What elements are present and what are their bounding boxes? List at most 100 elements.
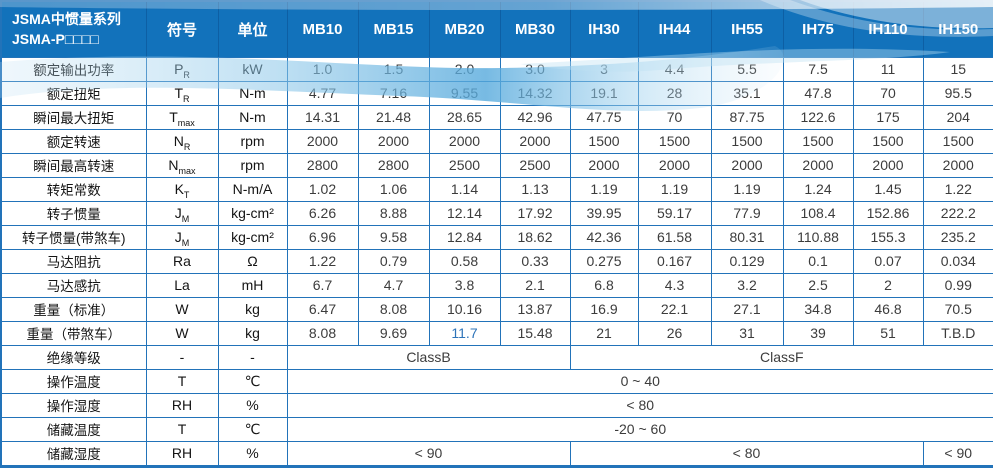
value-cell: 3.8 bbox=[428, 272, 501, 298]
value-cell: 2.5 bbox=[782, 272, 854, 298]
row-label: 转矩常数 bbox=[0, 176, 147, 202]
value-cell: 2.0 bbox=[428, 56, 501, 82]
table-row: 马达感抗 La mH 6.7 4.7 3.8 2.1 6.8 4.3 3.2 2.5 2 0.99 bbox=[0, 272, 993, 298]
value-cell: 4.4 bbox=[637, 56, 712, 82]
value-cell: 175 bbox=[852, 104, 924, 130]
row-label: 重量（带煞车） bbox=[0, 320, 147, 346]
value-cell: 35.1 bbox=[710, 80, 784, 106]
value-cell: 27.1 bbox=[710, 296, 784, 322]
value-cell: 6.96 bbox=[286, 224, 359, 250]
symbol-subscript: R bbox=[183, 93, 190, 104]
value-cell: 51 bbox=[852, 320, 924, 346]
spec-table-body: 额定输出功率 PR kW 1.0 1.5 2.0 3.0 3 4.4 5.5 7.5 11 15 额定扭矩… bbox=[0, 56, 993, 468]
value-cell: 2000 bbox=[357, 128, 430, 154]
row-label: 储藏温度 bbox=[0, 416, 147, 442]
row-unit: mH bbox=[217, 272, 288, 298]
table-row: 储藏湿度 RH% < 90 < 80 < 90 bbox=[0, 440, 993, 468]
spanned-value-cell: < 90 bbox=[922, 440, 993, 468]
symbol-column-header: 符号 bbox=[145, 0, 219, 58]
row-unit: - bbox=[217, 344, 288, 370]
symbol-subscript: T bbox=[183, 189, 190, 200]
spanned-value-cell: -20 ~ 60 bbox=[286, 416, 993, 442]
value-cell: 14.32 bbox=[499, 80, 571, 106]
value-cell: 0.33 bbox=[499, 248, 571, 274]
row-label: 储藏湿度 bbox=[0, 440, 147, 468]
symbol-base: - bbox=[179, 349, 185, 366]
value-cell: 4.3 bbox=[637, 272, 712, 298]
row-symbol: La bbox=[145, 272, 219, 298]
row-unit: rpm bbox=[217, 152, 288, 178]
series-title-line1: JSMA中惯量系列 bbox=[12, 10, 121, 27]
model-column-header: IH44 bbox=[637, 0, 712, 58]
value-cell: 0.1 bbox=[782, 248, 854, 274]
value-cell: 2800 bbox=[357, 152, 430, 178]
value-cell: 2000 bbox=[637, 152, 712, 178]
value-cell: 70 bbox=[852, 80, 924, 106]
series-title-line2: JSMA-P□□□□ bbox=[12, 31, 99, 48]
value-cell: 70 bbox=[637, 104, 712, 130]
value-cell: 12.14 bbox=[428, 200, 501, 226]
row-unit: kW bbox=[217, 56, 288, 82]
table-row: 储藏温度 T ℃ -20 ~ 60 bbox=[0, 416, 993, 442]
row-unit: ℃ bbox=[217, 416, 288, 442]
value-cell: 1.06 bbox=[357, 176, 430, 202]
table-row: 转矩常数 KT N-m/A 1.02 1.06 1.14 1.13 1.19 1.19 1.19 1… bbox=[0, 176, 993, 202]
value-cell: 1.19 bbox=[710, 176, 784, 202]
row-symbol: Tmax bbox=[145, 104, 219, 130]
spanned-value-cell: < 80 bbox=[569, 440, 924, 468]
symbol-base: N bbox=[173, 133, 184, 150]
value-cell: 1500 bbox=[852, 128, 924, 154]
row-symbol: W bbox=[145, 320, 219, 346]
value-cell: 2000 bbox=[782, 152, 854, 178]
table-row: 转子惯量 JM kg-cm² 6.26 8.88 12.14 17.92 39.95 59.17… bbox=[0, 200, 993, 226]
spanned-value-cell: ClassB bbox=[286, 344, 571, 370]
model-column-header: IH55 bbox=[710, 0, 784, 58]
value-cell: 0.034 bbox=[922, 248, 993, 274]
value-cell: 21.48 bbox=[357, 104, 430, 130]
row-label: 额定转速 bbox=[0, 128, 147, 154]
value-cell: 5.5 bbox=[710, 56, 784, 82]
row-unit: kg bbox=[217, 320, 288, 346]
table-row: 马达阻抗 Ra Ω 1.22 0.79 0.58 0.33 0.275 0.167 0.129 0.… bbox=[0, 248, 993, 274]
symbol-base: T bbox=[169, 109, 178, 126]
table-row: 绝缘等级 - - ClassB ClassF bbox=[0, 344, 993, 370]
value-cell: 3.0 bbox=[499, 56, 571, 82]
value-cell: 3 bbox=[569, 56, 639, 82]
value-cell: 6.47 bbox=[286, 296, 359, 322]
value-cell: 47.75 bbox=[569, 104, 639, 130]
symbol-base: W bbox=[175, 325, 189, 342]
value-cell: 1500 bbox=[922, 128, 993, 154]
row-label: 额定输出功率 bbox=[0, 56, 147, 82]
symbol-subscript: R bbox=[183, 141, 191, 152]
value-cell: 95.5 bbox=[922, 80, 993, 106]
value-cell: 14.31 bbox=[286, 104, 359, 130]
symbol-base: Ra bbox=[173, 253, 191, 270]
row-label: 额定扭矩 bbox=[0, 80, 147, 106]
spanned-value-cell: < 80 bbox=[286, 392, 993, 418]
table-row: 瞬间最高转速 Nmax rpm 2800 2800 2500 2500 2000 2000 200… bbox=[0, 152, 993, 178]
row-label: 重量（标准） bbox=[0, 296, 147, 322]
value-cell: 204 bbox=[922, 104, 993, 130]
symbol-subscript: max bbox=[178, 165, 196, 176]
row-unit: % bbox=[217, 440, 288, 468]
row-label: 转子惯量(带煞车) bbox=[0, 224, 147, 250]
value-cell: 2000 bbox=[852, 152, 924, 178]
value-cell: 39.95 bbox=[569, 200, 639, 226]
value-cell: 1.14 bbox=[428, 176, 501, 202]
row-symbol: PR bbox=[145, 56, 219, 82]
value-cell: 122.6 bbox=[782, 104, 854, 130]
value-cell: 9.69 bbox=[357, 320, 430, 346]
value-cell: 3.2 bbox=[710, 272, 784, 298]
value-cell: 42.36 bbox=[569, 224, 639, 250]
value-cell: 1.5 bbox=[357, 56, 430, 82]
value-cell: 2000 bbox=[710, 152, 784, 178]
value-cell: 34.8 bbox=[782, 296, 854, 322]
row-label: 转子惯量 bbox=[0, 200, 147, 226]
value-cell: 47.8 bbox=[782, 80, 854, 106]
table-row: 瞬间最大扭矩 Tmax N-m 14.31 21.48 28.65 42.96 47.75 70… bbox=[0, 104, 993, 130]
value-cell: 39 bbox=[782, 320, 854, 346]
row-unit: kg-cm² bbox=[217, 224, 288, 250]
symbol-subscript: M bbox=[181, 237, 190, 248]
